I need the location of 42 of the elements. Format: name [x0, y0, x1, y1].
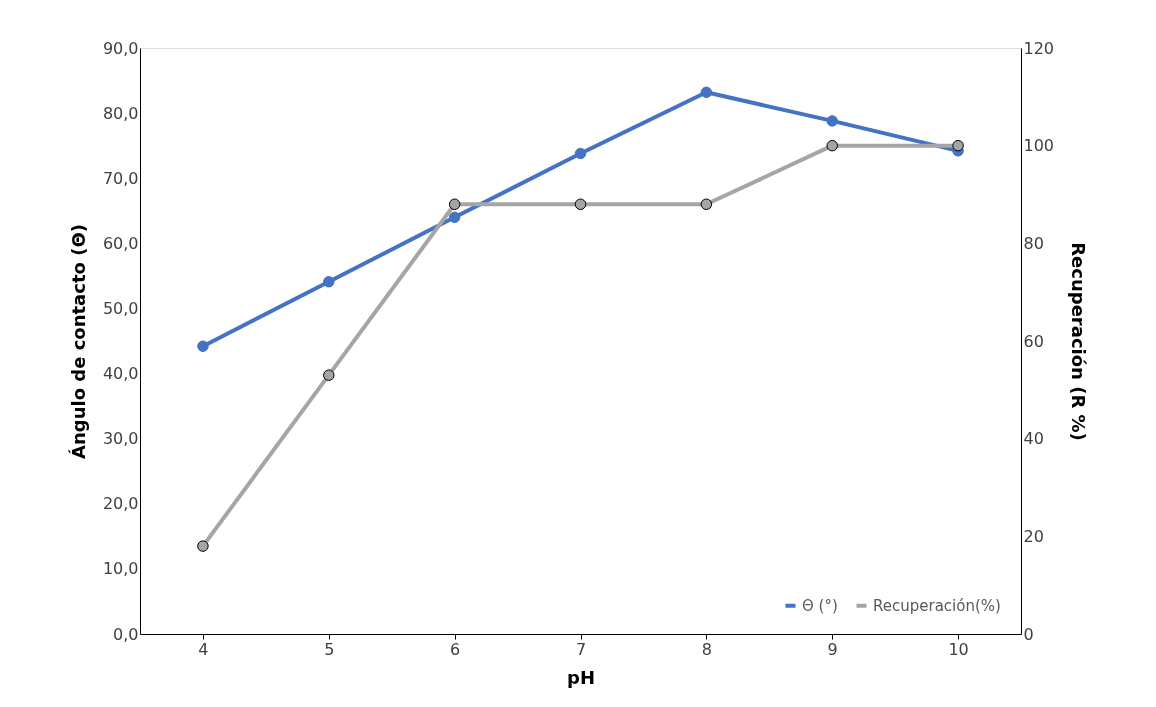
- y2-axis-title: Recuperación (R %): [1068, 242, 1090, 441]
- x-tick-label: 6: [450, 639, 461, 659]
- point: [574, 198, 587, 210]
- x-tick-label: 10: [948, 639, 969, 659]
- point: [323, 369, 335, 381]
- y2-tick-label: 0: [1023, 624, 1034, 644]
- x-tick-label: 4: [198, 639, 209, 659]
- point: [826, 115, 838, 127]
- point: [197, 540, 209, 552]
- point: [448, 211, 461, 224]
- y-axis-title: Ángulo de contacto (Θ): [67, 224, 89, 459]
- point: [952, 139, 964, 152]
- y2-tick-label: 80: [1023, 233, 1044, 253]
- point: [323, 276, 335, 288]
- y2-tick-label: 20: [1023, 526, 1044, 546]
- y-tick-label: 0,0: [113, 624, 139, 644]
- y-tick-label: 10,0: [102, 559, 139, 579]
- x-axis-title: pH: [567, 666, 595, 688]
- x-tick-label: 7: [575, 639, 587, 659]
- y2-tick-label: 120: [1023, 38, 1055, 58]
- y-tick-label: 40,0: [102, 364, 139, 384]
- point: [700, 86, 713, 99]
- x-tick-label: 8: [701, 639, 712, 659]
- point: [574, 147, 587, 160]
- y2-tick-label: 60: [1023, 331, 1044, 351]
- y-tick-label: 20,0: [102, 494, 139, 514]
- y2-tick-label: 100: [1023, 136, 1055, 156]
- y-tick-label: 50,0: [102, 298, 139, 318]
- y-tick-label: 90,0: [102, 38, 139, 58]
- x-tick-label: 5: [324, 639, 335, 659]
- y-tick-label: 70,0: [102, 168, 139, 188]
- point: [700, 198, 713, 210]
- point: [197, 340, 209, 352]
- point: [826, 139, 838, 152]
- y-tick-label: 30,0: [102, 429, 139, 449]
- y2-tick-label: 40: [1023, 429, 1044, 449]
- y-tick-label: 80,0: [102, 103, 139, 123]
- y-tick-label: 60,0: [102, 233, 139, 253]
- legend-label: Θ (°): [802, 596, 838, 615]
- legend-label: Recuperación(%): [873, 596, 1001, 615]
- x-tick-label: 9: [827, 639, 838, 659]
- point: [448, 198, 461, 210]
